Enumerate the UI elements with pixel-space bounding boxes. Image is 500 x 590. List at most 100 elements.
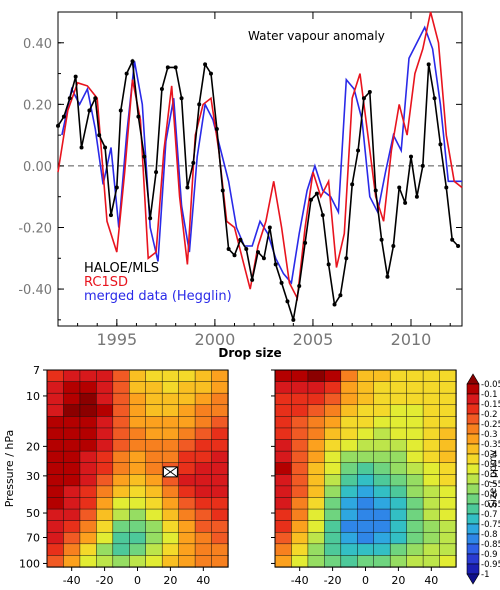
- heatmap-cell: [46, 474, 65, 487]
- heatmap-x-tick-label: -40: [63, 574, 81, 587]
- heatmap-cell: [178, 369, 196, 383]
- heatmap-cell: [96, 439, 114, 452]
- heatmap-cell: [63, 485, 81, 499]
- heatmap-cell: [439, 531, 457, 545]
- heatmap-cell: [340, 508, 358, 522]
- heatmap-cell: [63, 543, 81, 557]
- heatmap-cell: [161, 392, 180, 406]
- series-point: [142, 154, 147, 159]
- heatmap-cell: [161, 404, 180, 418]
- heatmap-cell: [439, 369, 457, 383]
- heatmap-cell: [46, 555, 65, 568]
- heatmap-cell: [112, 369, 130, 383]
- heatmap-cell: [406, 369, 424, 383]
- heatmap-cell: [340, 520, 358, 533]
- heatmap-x-tick-label: 20: [391, 574, 405, 587]
- heatmap-cell: [194, 555, 213, 568]
- colorbar-segment: [466, 473, 480, 485]
- series-point: [232, 253, 237, 258]
- heatmap-cell: [291, 474, 309, 487]
- heatmap-cell: [178, 497, 196, 510]
- heatmap-cell: [373, 392, 391, 406]
- heatmap-cell: [406, 416, 424, 429]
- colorbar-tick-label: -0.3: [481, 430, 498, 440]
- heatmap-cell: [307, 531, 326, 545]
- heatmap-cell: [63, 531, 81, 545]
- heatmap-cell: [46, 381, 65, 394]
- heatmap-cell: [439, 497, 457, 510]
- heatmap-cell: [406, 439, 424, 452]
- heatmap-cell: [340, 416, 358, 429]
- colorbar-tick-label: -0.5: [481, 470, 498, 480]
- series-point: [97, 133, 102, 138]
- heatmap-cell: [389, 555, 408, 568]
- heatmap-cell: [373, 404, 391, 418]
- heatmap-cell: [96, 392, 114, 406]
- heatmap-cell: [79, 427, 98, 441]
- heatmap-cell: [389, 369, 408, 383]
- colorbar-tick-label: -0.15: [481, 400, 500, 410]
- series-point: [338, 293, 343, 298]
- y-tick-label: 0.40: [23, 37, 52, 52]
- heatmap-x-tick-label: 40: [196, 574, 210, 587]
- heatmap-cell: [63, 555, 81, 568]
- series-point: [397, 185, 402, 190]
- heatmap-cell: [194, 543, 213, 557]
- heatmap-cell: [145, 404, 163, 418]
- series-point: [250, 277, 255, 282]
- heatmap-cell: [129, 531, 147, 545]
- heatmap-y-tick-label: 10: [26, 390, 40, 403]
- colorbar-tick-label: -0.2: [481, 410, 498, 420]
- series-point: [350, 182, 355, 187]
- heatmap-cell: [46, 404, 65, 418]
- heatmap-cell: [291, 543, 309, 557]
- series-point: [291, 317, 296, 322]
- heatmap-cell: [389, 485, 408, 499]
- heatmap-cell: [422, 427, 441, 441]
- heatmap-cell: [307, 404, 326, 418]
- colorbar-segment: [466, 483, 480, 495]
- colorbar-tick-label: -0.9: [481, 550, 498, 560]
- heatmap-cell: [63, 392, 81, 406]
- heatmap-cell: [129, 520, 147, 533]
- x-tick-label: 2005: [293, 330, 334, 349]
- heatmap-cell: [324, 392, 342, 406]
- heatmap-cell: [211, 497, 229, 510]
- heatmap-cell: [211, 427, 229, 441]
- heatmap-cell: [161, 485, 180, 499]
- heatmap-cell: [112, 543, 130, 557]
- heatmap-cell: [129, 369, 147, 383]
- heatmap-x-tick-label: -40: [291, 574, 309, 587]
- heatmap-cell: [96, 404, 114, 418]
- heatmap-cell: [439, 439, 457, 452]
- heatmap-cell: [161, 520, 180, 533]
- series-point: [261, 256, 266, 261]
- heatmap-x-tick-label: 40: [424, 574, 438, 587]
- heatmap-cell: [291, 392, 309, 406]
- series-point: [93, 96, 98, 101]
- heatmap-cell: [96, 531, 114, 545]
- heatmap-cell: [145, 474, 163, 487]
- heatmap-cell: [389, 462, 408, 475]
- heatmap-cell: [373, 520, 391, 533]
- heatmap-cell: [129, 555, 147, 568]
- heatmap-cell: [96, 462, 114, 475]
- heatmap-cell: [373, 543, 391, 557]
- colorbar-segment: [466, 453, 480, 465]
- heatmap-cell: [194, 369, 213, 383]
- heatmap-cell: [194, 381, 213, 394]
- heatmap-cell: [307, 543, 326, 557]
- colorbar-tick-label: -0.8: [481, 530, 498, 540]
- series-point: [148, 216, 153, 221]
- heatmap-cell: [422, 485, 441, 499]
- legend-entry: HALOE/MLS: [84, 261, 159, 276]
- heatmap-y-tick-label: 20: [26, 440, 40, 453]
- heatmap-cell: [46, 520, 65, 533]
- heatmap-cell: [79, 416, 98, 429]
- heatmap-cell: [274, 381, 293, 394]
- series-point: [87, 108, 92, 113]
- heatmap-cell: [422, 381, 441, 394]
- heatmap-cell: [194, 531, 213, 545]
- heatmap-cell: [439, 520, 457, 533]
- heatmap-cell: [129, 543, 147, 557]
